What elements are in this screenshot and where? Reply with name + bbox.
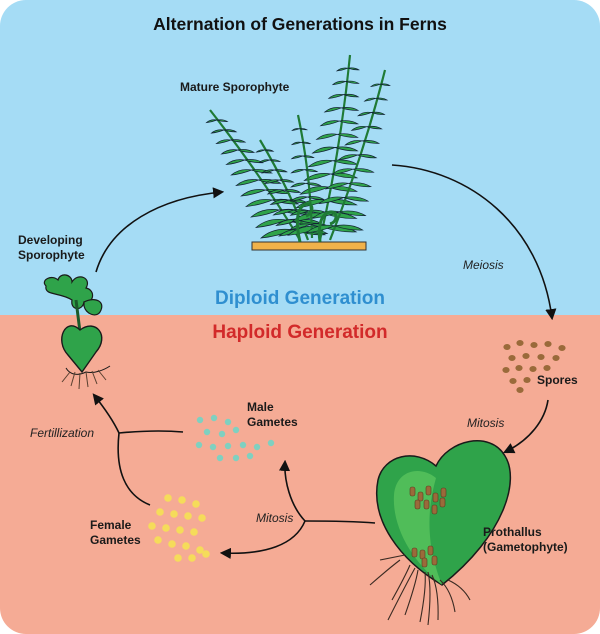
- spore: [537, 354, 545, 360]
- fertilization-label: Fertillization: [30, 426, 95, 440]
- male-gametes-label-line2: Gametes: [247, 415, 298, 429]
- spore: [516, 387, 524, 393]
- female-gamete: [196, 546, 204, 554]
- male-gamete: [224, 442, 232, 450]
- developing-sporophyte-label: Developing Sporophyte: [18, 233, 85, 263]
- haploid-generation-label: Haploid Generation: [212, 322, 388, 343]
- female-gamete: [170, 510, 178, 518]
- meiosis-label: Meiosis: [463, 258, 504, 272]
- mature-sporophyte-label: Mature Sporophyte: [180, 80, 290, 94]
- arrow-mitosis-to-female: [219, 520, 306, 560]
- spore: [516, 340, 524, 346]
- male-gamete: [218, 430, 226, 438]
- prothallus-label-line1: Prothallus: [483, 525, 542, 539]
- male-gamete: [232, 454, 240, 462]
- male-gametes-label: Male Gametes: [247, 400, 298, 430]
- female-gametes-cluster: [148, 494, 210, 562]
- spore: [543, 365, 551, 371]
- male-gamete: [253, 443, 261, 451]
- female-gamete: [168, 540, 176, 548]
- arrow-female-to-fertilization: [117, 432, 151, 506]
- female-gamete: [178, 496, 186, 504]
- spore: [515, 365, 523, 371]
- fern-frond: [205, 54, 391, 241]
- spore: [508, 355, 516, 361]
- arrow-spores-to-prothallus: [502, 399, 549, 454]
- female-gamete: [156, 508, 164, 516]
- spore: [529, 366, 537, 372]
- prothallus-label-line2: (Gametophyte): [483, 540, 568, 554]
- arrow-mitosis-to-male: [278, 459, 306, 522]
- male-gamete: [210, 414, 218, 422]
- developing-sporophyte-illustration: [43, 274, 111, 390]
- arrow-mature-to-spores: [391, 164, 557, 321]
- male-gametes-cluster: [195, 414, 275, 462]
- arrow-prothallus-to-branch: [304, 520, 376, 524]
- diploid-region: [0, 0, 600, 315]
- mitosis-spores-label: Mitosis: [467, 416, 505, 430]
- female-gamete: [202, 550, 210, 558]
- spore: [523, 377, 531, 383]
- female-gametes-label: Female Gametes: [90, 518, 141, 548]
- male-gamete: [216, 454, 224, 462]
- spore: [522, 353, 530, 359]
- spore: [509, 378, 517, 384]
- mitosis-gametes-label: Mitosis: [256, 511, 294, 525]
- female-gamete: [162, 524, 170, 532]
- male-gamete: [196, 416, 204, 424]
- female-gamete: [192, 500, 200, 508]
- spore: [503, 344, 511, 350]
- arrow-developing-to-mature: [95, 187, 225, 273]
- spore: [552, 355, 560, 361]
- male-gamete: [209, 443, 217, 451]
- male-gamete: [232, 426, 240, 434]
- female-gametes-label-line2: Gametes: [90, 533, 141, 547]
- male-gamete: [267, 439, 275, 447]
- developing-sporophyte-label-line2: Sporophyte: [18, 248, 85, 262]
- female-gamete: [198, 514, 206, 522]
- female-gamete: [190, 528, 198, 536]
- spores-cluster: [502, 340, 566, 393]
- female-gamete: [188, 554, 196, 562]
- spore: [502, 367, 510, 373]
- male-gamete: [203, 428, 211, 436]
- male-gamete: [246, 452, 254, 460]
- female-gamete: [154, 536, 162, 544]
- spore: [530, 342, 538, 348]
- mature-sporophyte-illustration: [205, 54, 391, 251]
- female-gamete: [148, 522, 156, 530]
- female-gamete: [164, 494, 172, 502]
- spore: [558, 345, 566, 351]
- soil-base: [251, 241, 367, 251]
- spore: [544, 341, 552, 347]
- male-gamete: [239, 441, 247, 449]
- female-gamete: [184, 512, 192, 520]
- diploid-generation-label: Diploid Generation: [215, 288, 385, 309]
- arrow-male-to-fertilization: [118, 430, 184, 434]
- female-gamete: [176, 526, 184, 534]
- prothallus-label: Prothallus (Gametophyte): [483, 525, 568, 555]
- female-gametes-label-line1: Female: [90, 518, 132, 532]
- male-gamete: [224, 418, 232, 426]
- prothallus-illustration: [369, 440, 512, 626]
- arrow-fertilization-to-developing: [92, 393, 120, 434]
- male-gamete: [195, 441, 203, 449]
- female-gamete: [182, 542, 190, 550]
- developing-sporophyte-label-line1: Developing: [18, 233, 83, 247]
- spores-label: Spores: [537, 373, 578, 387]
- diagram-title: Alternation of Generations in Ferns: [153, 14, 447, 34]
- female-gamete: [174, 554, 182, 562]
- male-gametes-label-line1: Male: [247, 400, 274, 414]
